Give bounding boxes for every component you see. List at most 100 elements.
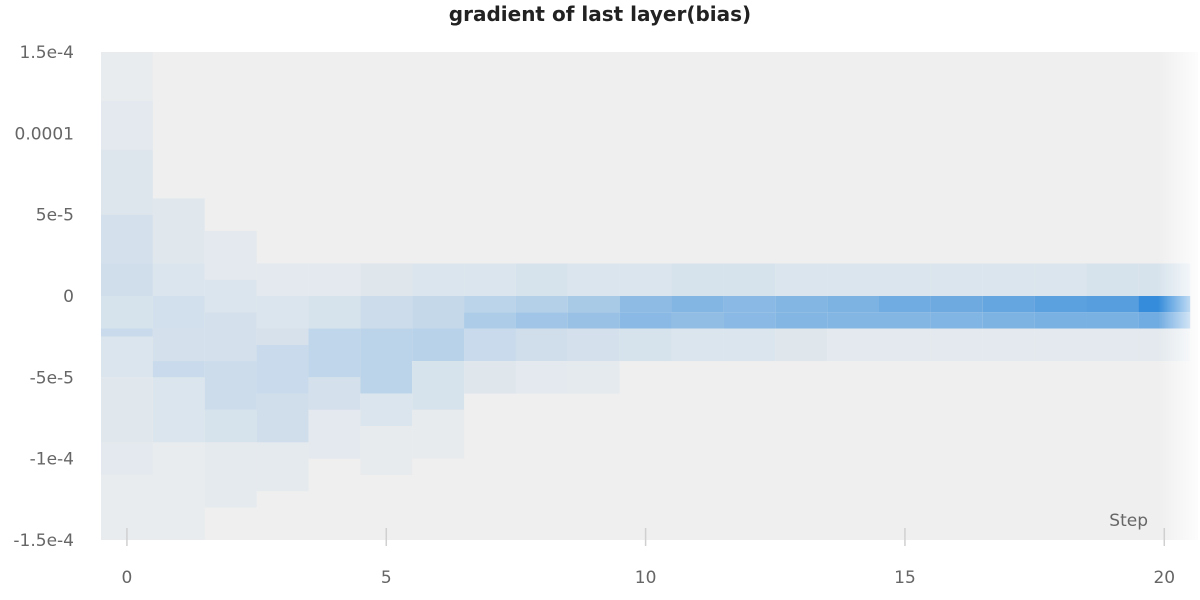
heatmap-cell xyxy=(152,198,205,264)
heatmap-cell xyxy=(308,296,361,329)
heatmap-cell xyxy=(619,296,672,313)
heatmap-cell xyxy=(671,296,724,313)
y-tick-label: -1e-4 xyxy=(30,450,74,470)
heatmap-cell xyxy=(101,442,153,475)
heatmap-cell xyxy=(464,361,516,394)
heatmap-cell xyxy=(1034,263,1087,296)
heatmap-cell xyxy=(412,328,465,362)
heatmap-cell xyxy=(930,263,983,296)
heatmap-cell xyxy=(1086,263,1139,296)
heatmap-cell xyxy=(671,328,724,362)
heatmap-cell xyxy=(982,296,1035,313)
x-tick-label: 0 xyxy=(122,568,133,588)
heatmap-cell xyxy=(101,296,153,329)
heatmap-cell xyxy=(308,263,361,296)
heatmap-cell xyxy=(1034,312,1087,329)
y-axis-tick-labels: 1.5e-4 0.0001 5e-5 0 -5e-5 -1e-4 -1.5e-4 xyxy=(13,43,74,551)
heatmap-cell xyxy=(982,312,1035,329)
heatmap-cell xyxy=(567,263,620,296)
heatmap-cell xyxy=(619,328,672,362)
heatmap-cell xyxy=(567,296,620,313)
heatmap-cell xyxy=(1086,328,1139,362)
heatmap-cell xyxy=(1034,296,1087,313)
heatmap-cell xyxy=(360,263,413,296)
heatmap-cell xyxy=(204,409,257,443)
heatmap-cell xyxy=(101,328,153,337)
y-tick-label: 5e-5 xyxy=(36,206,74,226)
heatmap-cell xyxy=(256,393,309,443)
chart-title: gradient of last layer(bias) xyxy=(448,2,752,26)
x-axis-ticks xyxy=(126,528,1166,546)
heatmap-cell xyxy=(930,312,983,329)
heatmap-cell xyxy=(619,312,672,329)
heatmap-cell xyxy=(879,263,931,296)
heatmap-cell xyxy=(152,377,205,443)
heatmap-cell xyxy=(775,312,828,329)
heatmap-cell xyxy=(515,361,568,394)
heatmap-cell xyxy=(204,312,257,362)
heatmap-cell xyxy=(360,393,413,427)
heatmap-cell xyxy=(412,409,465,459)
heatmap-cell xyxy=(567,312,620,329)
heatmap-cell xyxy=(464,263,516,296)
heatmap-cell xyxy=(360,296,413,329)
heatmap-cell xyxy=(152,442,205,540)
y-tick-label: -1.5e-4 xyxy=(13,531,74,551)
heatmap-cell xyxy=(775,263,828,296)
heatmap-cell xyxy=(671,312,724,329)
heatmap-cell xyxy=(723,263,776,296)
heatmap-cell xyxy=(204,442,257,508)
heatmap-cell xyxy=(308,328,361,378)
heatmap-cell xyxy=(930,328,983,362)
heatmap-cell xyxy=(723,312,776,329)
y-tick-label: 0 xyxy=(63,287,74,307)
heatmap-cell xyxy=(723,328,776,362)
heatmap-cell xyxy=(982,263,1035,296)
heatmap-cell xyxy=(515,312,568,329)
heatmap-cell xyxy=(982,328,1035,362)
heatmap-cell xyxy=(256,328,309,345)
x-tick-label: 15 xyxy=(894,568,916,588)
plot-edge-fade xyxy=(1158,52,1198,540)
heatmap-cell xyxy=(1034,328,1087,362)
x-tick-label: 5 xyxy=(381,568,392,588)
heatmap-cell xyxy=(515,296,568,313)
heatmap-cell xyxy=(775,296,828,313)
heatmap-cell xyxy=(827,263,880,296)
heatmap-cell xyxy=(827,296,880,313)
heatmap-cell xyxy=(515,328,568,362)
heatmap-cell xyxy=(1086,296,1139,313)
heatmap-cell xyxy=(775,328,828,362)
x-axis-title: Step xyxy=(1109,511,1148,531)
heatmap-cell xyxy=(308,377,361,410)
heatmap-cell xyxy=(101,377,153,443)
heatmap-cell xyxy=(256,296,309,329)
heatmap-cell xyxy=(879,312,931,329)
heatmap-cell xyxy=(152,296,205,329)
heatmap-cell xyxy=(101,149,153,215)
heatmap-cell xyxy=(827,328,880,362)
x-tick-label: 20 xyxy=(1153,568,1175,588)
heatmap-cell xyxy=(879,296,931,313)
heatmap-cell xyxy=(360,426,413,475)
heatmap-cell xyxy=(204,361,257,410)
heatmap-cell xyxy=(1086,312,1139,329)
heatmap-cell xyxy=(152,328,205,362)
x-axis-tick-labels: 0 5 10 15 20 xyxy=(122,568,1176,588)
heatmap-cell xyxy=(101,263,153,296)
y-tick-label: 0.0001 xyxy=(15,124,74,144)
heatmap-cell xyxy=(256,344,309,394)
y-tick-label: 1.5e-4 xyxy=(20,43,74,63)
heatmap-cell xyxy=(567,361,620,394)
heatmap-cell xyxy=(204,279,257,313)
heatmap-cell xyxy=(412,361,465,410)
heatmap-cell xyxy=(101,214,153,264)
heatmap-cell xyxy=(256,263,309,296)
heatmap-cell xyxy=(879,328,931,362)
heatmap-cell xyxy=(464,312,516,329)
heatmap-cell xyxy=(204,230,257,280)
heatmap-cell xyxy=(464,296,516,313)
heatmap-cell xyxy=(412,263,465,296)
heatmap-cell xyxy=(412,296,465,329)
